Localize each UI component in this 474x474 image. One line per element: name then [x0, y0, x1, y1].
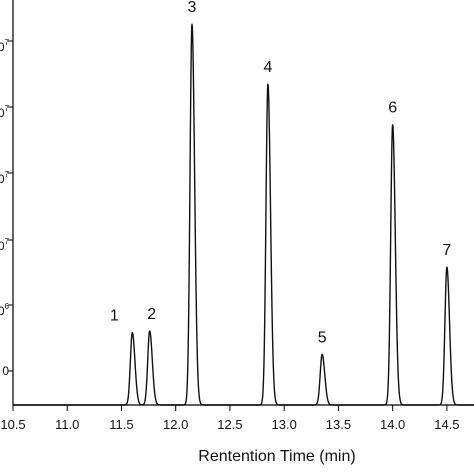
peak-labels: 1 2 3 4 5 6 7 [110, 0, 452, 346]
x-tick-label: 13.5 [326, 417, 351, 432]
x-tick-label: 11.5 [109, 417, 133, 432]
x-tick-label: 14.5 [434, 417, 459, 432]
y-tick-label: 07 [0, 38, 10, 54]
x-tick-label: 11.0 [55, 417, 79, 432]
peak-label: 7 [442, 242, 451, 259]
x-tick-label: 12.0 [163, 417, 188, 432]
x-ticks: 10.5 11.0 11.5 12.0 12.5 13.0 13.5 14.0 14.5 [0, 405, 460, 432]
x-tick-label: 12.5 [217, 417, 242, 432]
peak-label: 5 [318, 329, 327, 346]
x-tick-label: 10.5 [0, 417, 25, 432]
y-tick-label: 07 [0, 237, 10, 253]
peak-label: 2 [147, 306, 156, 323]
peak-label: 3 [188, 0, 197, 16]
y-tick-label: 06 [0, 302, 10, 318]
chromatogram-trace [12, 23, 474, 406]
peak-label: 6 [388, 100, 397, 117]
x-tick-label: 14.0 [380, 417, 405, 432]
y-tick-label: 0 [2, 364, 9, 378]
x-axis-label: Rentention Time (min) [198, 448, 355, 465]
peak-label: 4 [263, 59, 272, 76]
y-tick-label: 07 [0, 170, 10, 186]
y-ticks: 0 06 07 07 07 07 [0, 38, 13, 378]
y-tick-label: 07 [0, 104, 10, 120]
peak-label: 1 [110, 308, 119, 325]
x-tick-label: 13.0 [272, 417, 297, 432]
